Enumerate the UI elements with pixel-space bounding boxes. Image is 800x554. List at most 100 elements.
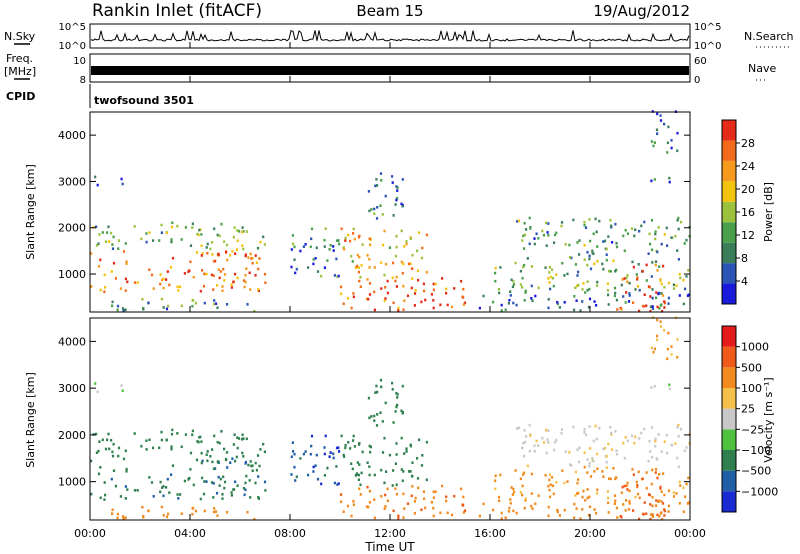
power-echo-cell [591, 249, 594, 253]
power-echo-cell [211, 241, 214, 244]
vel-echo-cell [418, 438, 421, 442]
vel-echo-cell [668, 383, 671, 387]
power-echo-cell [632, 265, 635, 269]
vel-echo-cell [432, 490, 435, 494]
vel-echo-cell [167, 512, 170, 516]
vel-echo-cell [574, 494, 577, 497]
power-echo-cell [368, 293, 372, 296]
power-echo-cell [545, 244, 548, 247]
vel-echo-cell [651, 513, 654, 516]
vel-echo-cell [242, 455, 245, 458]
vel-echo-cell [201, 476, 204, 480]
power-echo-cell [686, 294, 689, 297]
vel-echo-cell [663, 493, 666, 497]
power-echo-cell [394, 254, 397, 258]
vel-echo-cell [251, 464, 254, 467]
vel-echo-cell [400, 468, 403, 471]
vel-echo-cell [542, 441, 546, 444]
power-echo-cell [191, 226, 194, 229]
power-y-axis-label: Slant Range [km] [24, 164, 37, 260]
power-echo-cell [411, 277, 414, 280]
vel-echo-cell [432, 496, 435, 499]
power-echo-cell [293, 258, 296, 261]
vel-echo-cell [659, 320, 662, 323]
power-echo-cell [524, 289, 527, 293]
power-echo-cell [320, 274, 323, 278]
power-echo-cell [166, 270, 169, 273]
power-echo-cell [232, 235, 235, 239]
power-echo-cell [417, 278, 420, 282]
power-echo-cell [522, 234, 525, 238]
power-echo-cell [511, 285, 514, 289]
power-colorbar-swatch [722, 160, 736, 182]
vel-echo-cell [660, 450, 663, 453]
power-echo-cell [656, 250, 659, 254]
vel-echo-cell [605, 455, 608, 458]
vel-echo-cell [394, 462, 397, 465]
power-echo-cell [358, 255, 361, 259]
vel-echo-cell [117, 454, 120, 458]
vel-echo-cell [99, 466, 102, 469]
vel-echo-cell [512, 509, 515, 513]
vel-echo-cell [101, 438, 104, 442]
vel-echo-cell [357, 473, 360, 477]
freq-label: Freq. [6, 52, 33, 65]
vel-echo-cell [660, 490, 663, 493]
power-echo-cell [521, 286, 524, 289]
vel-echo-cell [651, 468, 654, 472]
vel-echo-cell [545, 451, 548, 455]
vel-echo-cell [547, 505, 550, 509]
vel-echo-cell [147, 509, 150, 513]
power-echo-cell [535, 232, 538, 236]
power-echo-cell [229, 254, 232, 257]
vel-echo-cell [293, 452, 296, 456]
vel-echo-cell [613, 502, 616, 505]
vel-echo-cell [602, 447, 605, 451]
power-echo-cell [614, 222, 617, 226]
power-echo-cell [180, 238, 183, 241]
power-echo-cell [338, 242, 341, 246]
vel-echo-cell [312, 470, 315, 473]
vel-echo-cell [654, 468, 658, 471]
power-echo-cell [593, 300, 596, 303]
vel-echo-cell [162, 514, 165, 517]
vel-echo-cell [367, 505, 370, 509]
vel-colorbar-swatch [722, 470, 736, 492]
power-echo-cell [561, 261, 564, 265]
power-echo-cell [386, 279, 389, 283]
vel-echo-cell [199, 497, 202, 501]
power-echo-cell [524, 233, 527, 237]
vel-echo-cell [253, 517, 256, 521]
vel-echo-cell [152, 446, 155, 450]
power-echo-cell [576, 241, 579, 244]
power-echo-cell [665, 226, 668, 230]
power-echo-cell [555, 273, 558, 276]
power-echo-cell [140, 237, 143, 241]
power-echo-cell [645, 279, 648, 282]
vel-echo-cell [383, 481, 386, 485]
power-echo-cell [206, 242, 209, 246]
velocity-panel: 1000 2000 3000 4000 Slant Range [km] 1000 50… [24, 316, 778, 521]
vel-echo-cell [596, 488, 599, 492]
power-echo-cell [659, 279, 662, 283]
power-echo-cell [482, 294, 485, 298]
power-echo-cell [179, 285, 182, 289]
power-echo-cell [205, 272, 208, 276]
vel-echo-cell [230, 491, 233, 494]
vel-echo-cell [500, 511, 503, 515]
power-echo-cell [517, 219, 521, 222]
vel-echo-cell [180, 512, 183, 515]
vel-echo-cell [649, 503, 652, 506]
power-echo-cell [530, 297, 533, 300]
vel-echo-cell [294, 479, 297, 482]
power-echo-cell [588, 297, 592, 301]
power-echo-cell [568, 243, 571, 247]
vel-echo-cell [656, 318, 659, 322]
power-echo-cell [337, 274, 340, 278]
power-echo-cell [221, 285, 224, 288]
vel-echo-cell [159, 480, 162, 484]
vel-echo-cell [388, 453, 391, 457]
power-echo-cell [332, 249, 335, 252]
vel-echo-cell [511, 493, 514, 496]
power-echo-cell [198, 228, 201, 232]
